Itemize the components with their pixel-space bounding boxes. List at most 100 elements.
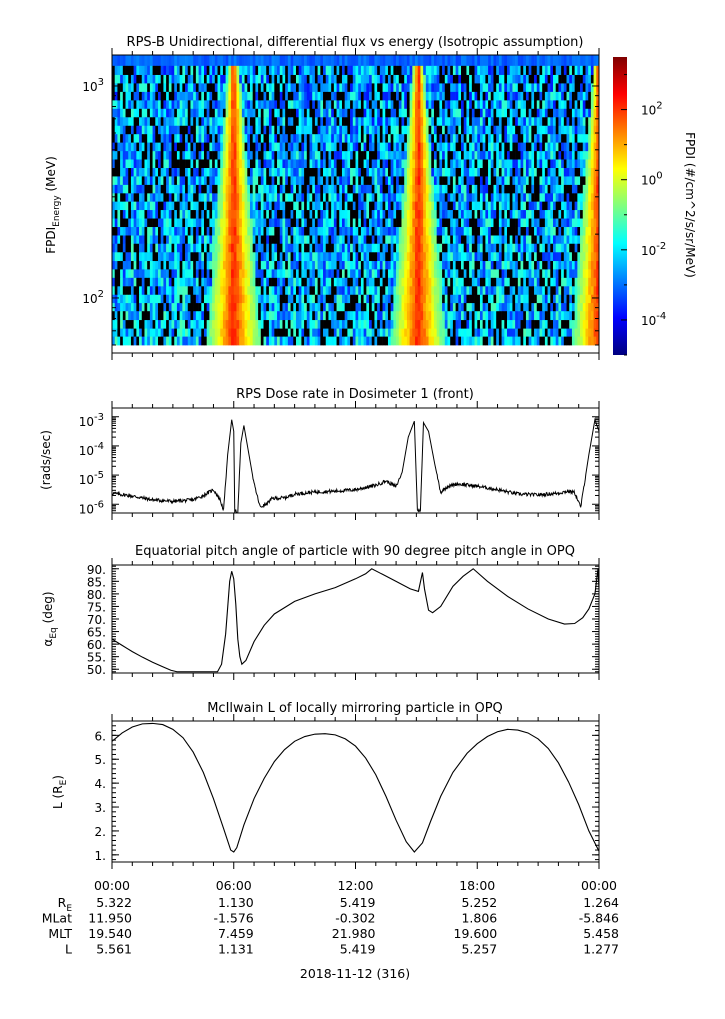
spectrogram-cell (582, 235, 586, 244)
spectrogram-cell (133, 192, 137, 202)
spectrogram-cell (498, 226, 502, 236)
spectrogram-cell (352, 285, 356, 295)
spectrogram-cell (133, 235, 137, 244)
spectrogram-cell (166, 226, 170, 236)
spectrogram-cell (377, 251, 381, 262)
spectrogram-cell (458, 328, 462, 337)
spectrogram-cell (371, 125, 375, 135)
spectrogram-cell (404, 184, 408, 194)
spectrogram-cell (309, 159, 313, 169)
spectrogram-cell (125, 184, 129, 194)
spectrogram-cell (360, 142, 364, 152)
spectrogram-cell (358, 294, 362, 304)
spectrogram-cell (260, 268, 264, 278)
spectrogram-cell (222, 235, 226, 244)
spectrogram-cell (425, 294, 429, 304)
spectrogram-cell (258, 235, 262, 244)
spectrogram-cell (425, 192, 429, 202)
spectrogram-cell (390, 133, 394, 143)
spectrogram-cell (471, 142, 475, 152)
spectrogram-cell (561, 319, 565, 329)
spectrogram-cell (139, 176, 143, 185)
spectrogram-cell (274, 167, 278, 177)
spectrogram-cell (325, 142, 329, 152)
spectrogram-cell (439, 150, 443, 160)
spectrogram-cell (433, 302, 437, 312)
spectrogram-cell (404, 226, 408, 236)
spectrogram-cell (482, 201, 486, 211)
spectrogram-cell (547, 116, 551, 126)
spectrogram-cell (360, 159, 364, 169)
spectrogram-cell (496, 133, 500, 143)
spectrogram-cell (195, 328, 199, 337)
spectrogram-cell (596, 116, 599, 126)
spectrogram-cell (547, 336, 551, 346)
spectrogram-cell (523, 142, 527, 152)
spectrogram-cell (452, 184, 456, 194)
spectrogram-cell (531, 192, 535, 202)
spectrogram-cell (352, 328, 356, 337)
spectrogram-cell (463, 167, 467, 177)
spectrogram-cell (423, 226, 427, 236)
spectrogram-cell (149, 243, 153, 253)
spectrogram-cell (542, 209, 546, 219)
spectrogram-cell (439, 302, 443, 312)
spectrogram-cell (268, 235, 272, 244)
spectrogram-cell (563, 192, 567, 202)
spectrogram-cell (209, 167, 213, 177)
spectrogram-cell (220, 285, 224, 295)
spectrogram-cell (523, 285, 527, 295)
spectrogram-cell (331, 201, 335, 211)
spectrogram-cell (182, 116, 186, 126)
spectrogram-cell (433, 125, 437, 135)
spectrogram-cell (539, 150, 543, 160)
spectrogram-cell (339, 328, 343, 337)
spectrogram-cell (382, 184, 386, 194)
spectrogram-cell (168, 133, 172, 143)
spectrogram-cell (139, 285, 143, 295)
spectrogram-cell (263, 226, 267, 236)
spectrogram-cell (360, 176, 364, 185)
spectrogram-cell (301, 218, 305, 228)
spectrogram-cell (193, 209, 197, 219)
spectrogram-cell (523, 184, 527, 194)
spectrogram-cell (458, 184, 462, 194)
spectrogram-cell (141, 142, 145, 152)
spectrogram-cell (493, 133, 497, 143)
spectrogram-cell (149, 116, 153, 126)
spectrogram-cell (553, 294, 557, 304)
spectrogram-cell (336, 310, 340, 321)
spectrogram-cell (588, 336, 592, 346)
spectrogram-cell (447, 328, 451, 337)
spectrogram-cell (369, 167, 373, 177)
spectrogram-cell (233, 260, 237, 270)
spectrogram-cell (574, 328, 578, 337)
spectrogram-cell (195, 235, 199, 244)
spectrogram-cell (176, 243, 180, 253)
spectrogram-cell (163, 319, 167, 329)
spectrogram-cell (144, 328, 148, 337)
spectrogram-cell (482, 235, 486, 244)
spectrogram-cell (201, 310, 205, 321)
spectrogram-cell (231, 302, 235, 312)
spectrogram-cell (314, 192, 318, 202)
spectrogram-cell (136, 310, 140, 321)
spectrogram-cell (379, 159, 383, 169)
spectrogram-cell (323, 150, 327, 160)
spectrogram-cell (179, 277, 183, 287)
spectrogram-cell (377, 243, 381, 253)
spectrogram-cell (577, 167, 581, 177)
spectrogram-cell (485, 226, 489, 236)
spectrogram-cell (320, 310, 324, 321)
spectrogram-cell (112, 150, 116, 160)
spectrogram-cell (187, 243, 191, 253)
spectrogram-cell (260, 294, 264, 304)
spectrogram-cell (147, 277, 151, 287)
spectrogram-cell (320, 150, 324, 160)
spectrogram-cell (590, 260, 594, 270)
spectrogram-cell (260, 142, 264, 152)
spectrogram-cell (317, 328, 321, 337)
spectrogram-cell (536, 251, 540, 262)
spectrogram-cell (504, 133, 508, 143)
spectrogram-cell (571, 116, 575, 126)
